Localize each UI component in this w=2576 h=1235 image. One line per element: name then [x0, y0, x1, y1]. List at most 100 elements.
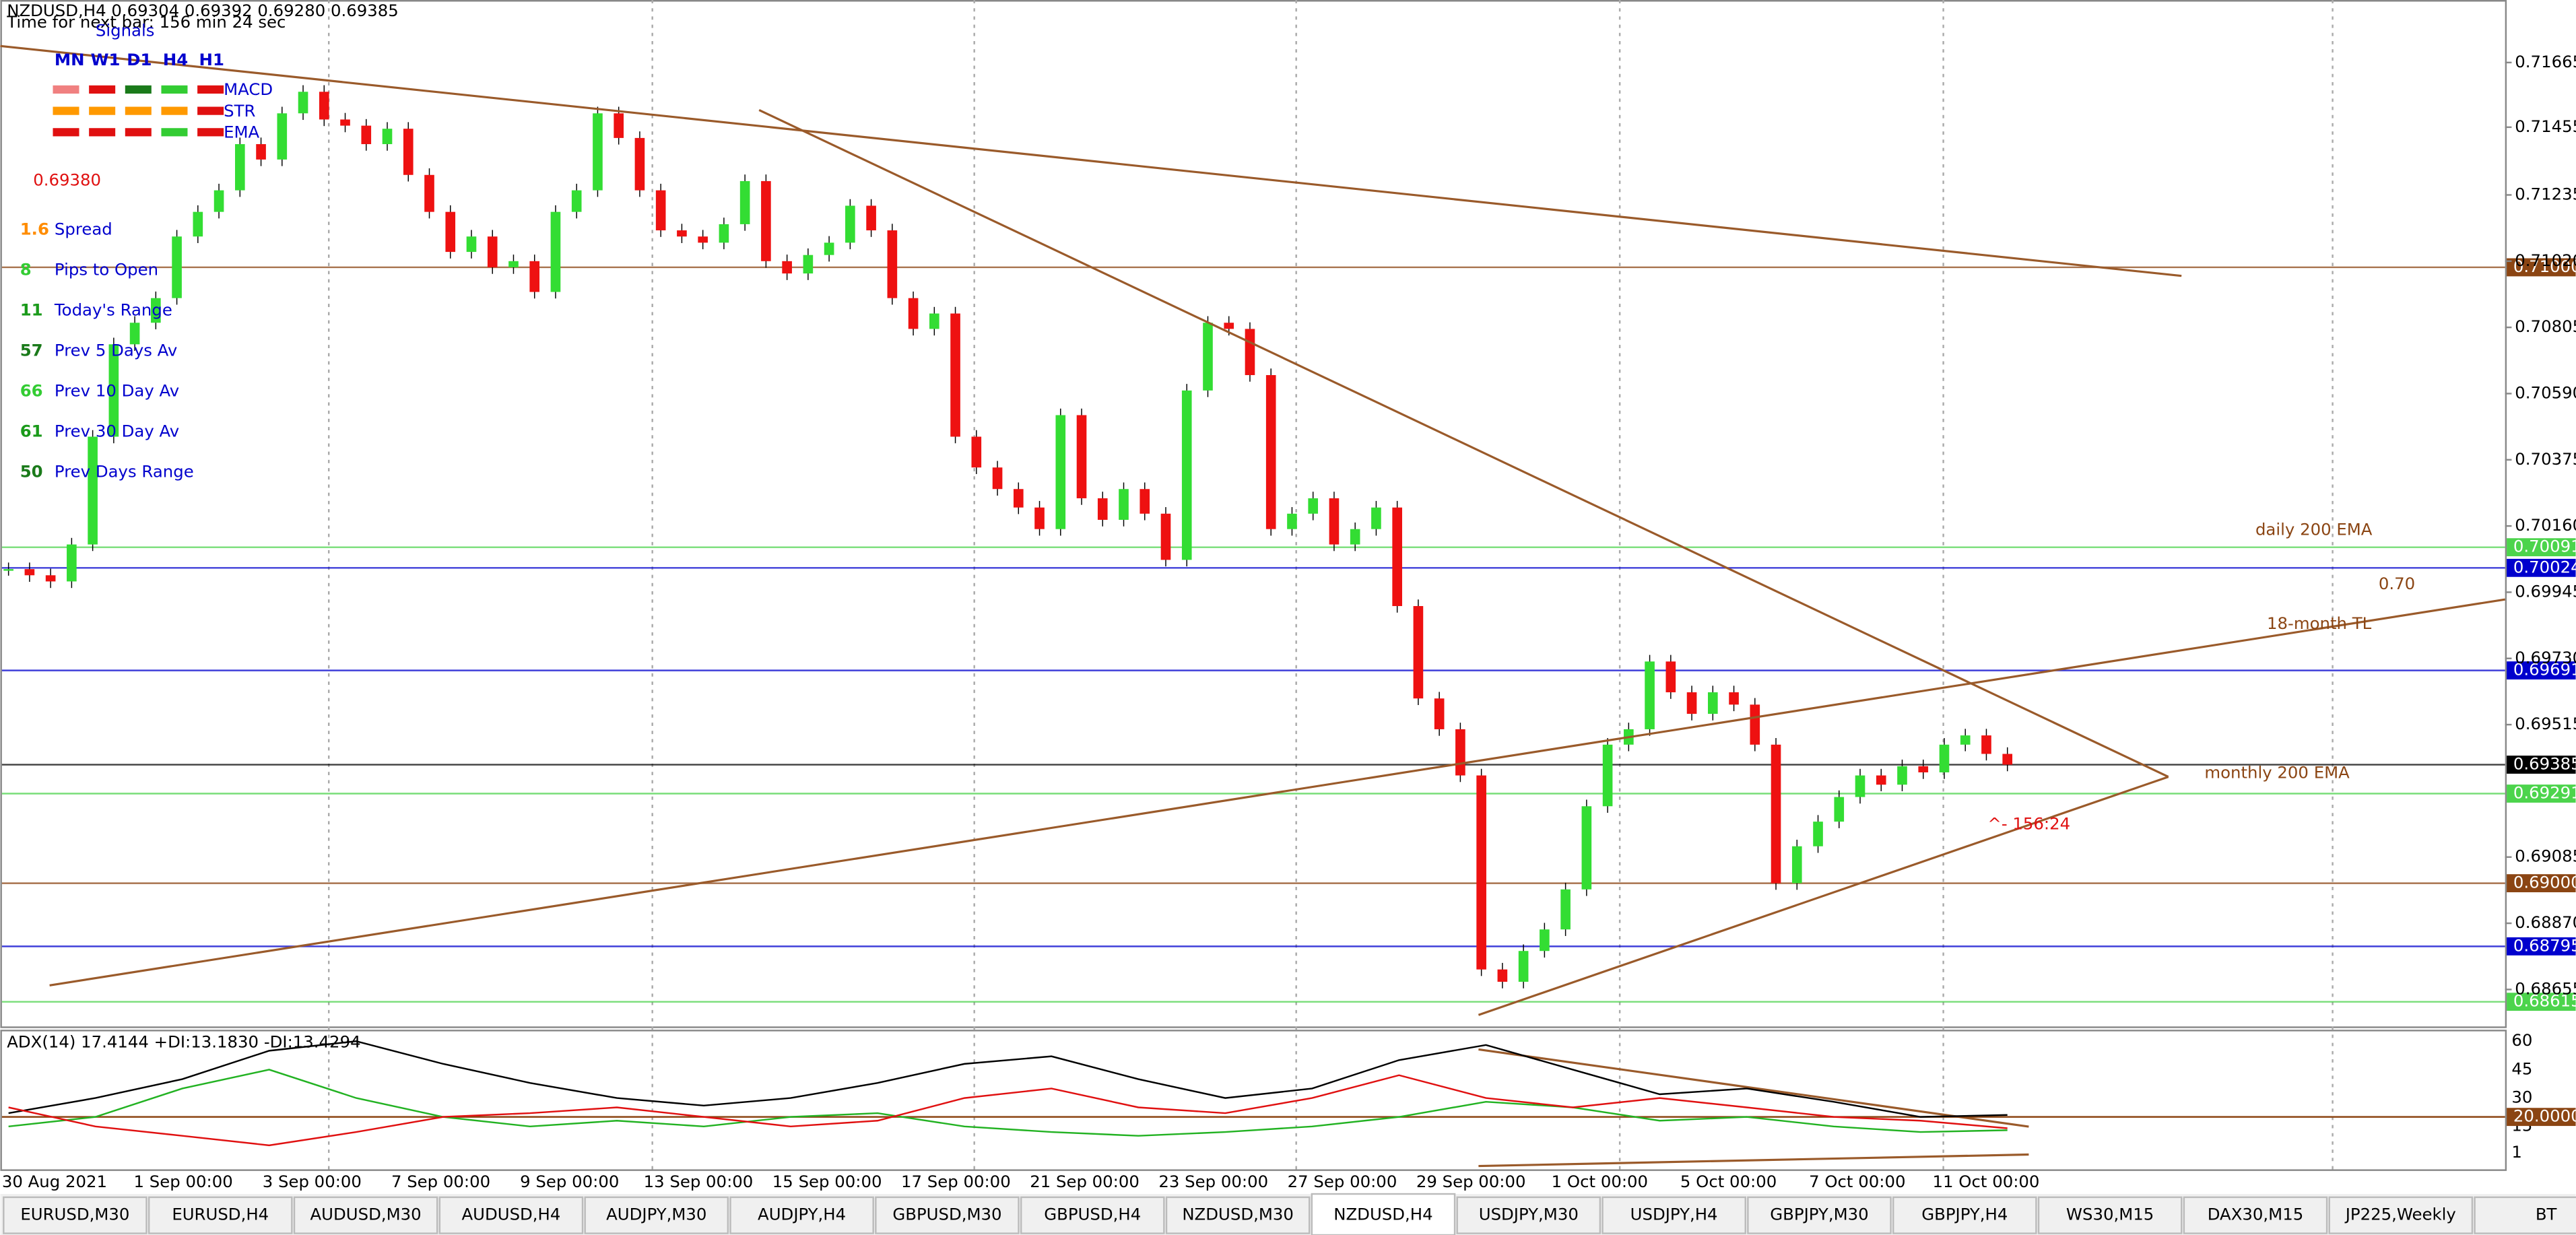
candle — [1560, 889, 1571, 930]
candle — [1119, 489, 1129, 520]
tab[interactable] — [3, 1196, 147, 1234]
candle — [382, 129, 393, 145]
tab-label[interactable]: GBPJPY,M30 — [1770, 1205, 1868, 1224]
candle — [1140, 489, 1150, 514]
candle — [1181, 390, 1192, 560]
tab-label[interactable]: DAX30,M15 — [2208, 1205, 2304, 1224]
candle — [1918, 766, 1929, 772]
level-tag — [2507, 661, 2576, 680]
tab[interactable] — [293, 1196, 438, 1234]
annotation: ^- 156:24 — [1987, 813, 2070, 833]
tab[interactable] — [2037, 1196, 2183, 1234]
adx-tick-label: 45 — [2511, 1059, 2532, 1078]
level-tag — [2507, 538, 2576, 557]
candle — [1371, 507, 1381, 529]
candle — [593, 113, 603, 191]
candle — [1455, 729, 1465, 776]
candle — [866, 205, 876, 231]
candle — [698, 236, 708, 243]
candle — [1771, 744, 1781, 883]
tab-label[interactable]: USDJPY,M30 — [1479, 1205, 1579, 1224]
candle — [129, 323, 140, 345]
adx-level-label: 20.0000 — [2513, 1106, 2576, 1126]
adx-line — [8, 1069, 2008, 1137]
candle — [1245, 329, 1255, 376]
candle — [3, 569, 13, 571]
tab[interactable] — [2328, 1196, 2474, 1234]
signals-title: Signals — [96, 20, 155, 40]
candle — [361, 125, 372, 145]
candle — [1750, 704, 1760, 745]
y-tick-label: 0.71455 — [2515, 116, 2576, 136]
x-tick-label: 29 Sep 00:00 — [1416, 1172, 1526, 1191]
candle — [929, 313, 939, 329]
x-tick-label: 13 Sep 00:00 — [644, 1172, 754, 1191]
candle — [445, 211, 456, 253]
candle — [1329, 498, 1340, 545]
level-label: 0.69000 — [2513, 873, 2576, 892]
tab-label[interactable]: GBPUSD,H4 — [1044, 1205, 1141, 1224]
tab-label[interactable]: NZDUSD,H4 — [1333, 1205, 1432, 1224]
tab-label[interactable]: NZDUSD,M30 — [1182, 1205, 1294, 1224]
tab-label[interactable]: EURUSD,H4 — [172, 1205, 269, 1224]
y-tick-label: 0.69085 — [2515, 846, 2576, 866]
tab-label[interactable]: WS30,M15 — [2066, 1205, 2154, 1224]
tab-label[interactable]: EURUSD,M30 — [20, 1205, 129, 1224]
candle — [45, 575, 56, 582]
candle — [719, 224, 729, 243]
tab[interactable] — [1456, 1196, 1601, 1234]
signal-cell — [197, 106, 224, 115]
tab[interactable] — [1747, 1196, 1892, 1234]
candle — [655, 190, 666, 231]
tab-label[interactable]: USDJPY,H4 — [1630, 1205, 1718, 1224]
candle — [1813, 822, 1823, 846]
tab[interactable] — [1020, 1196, 1165, 1234]
x-tick-label: 21 Sep 00:00 — [1030, 1172, 1140, 1191]
tab[interactable] — [2183, 1196, 2328, 1234]
annotation: 18-month TL — [2267, 613, 2372, 633]
tab-label[interactable]: AUDUSD,M30 — [310, 1205, 422, 1224]
candle — [1729, 692, 1739, 705]
tab-label[interactable]: BT — [2536, 1205, 2557, 1224]
tab-label[interactable]: AUDJPY,M30 — [606, 1205, 706, 1224]
candle — [2002, 754, 2013, 765]
adx-tick-label: 30 — [2511, 1088, 2532, 1107]
candle — [1897, 766, 1907, 785]
level-tag — [2507, 874, 2576, 893]
tab[interactable] — [147, 1196, 293, 1234]
x-tick-label: 9 Sep 00:00 — [520, 1172, 619, 1191]
level-tag — [2507, 558, 2576, 577]
tab[interactable] — [1165, 1196, 1311, 1234]
tab[interactable] — [2474, 1196, 2576, 1234]
level-label: 0.71000 — [2513, 257, 2576, 276]
info-value: 61 — [20, 421, 43, 440]
tab-label[interactable]: GBPUSD,M30 — [892, 1205, 1001, 1224]
candle — [67, 544, 77, 582]
tab-label[interactable]: AUDUSD,H4 — [461, 1205, 560, 1224]
x-tick-label: 5 Oct 00:00 — [1680, 1172, 1777, 1191]
tab-label[interactable]: GBPJPY,H4 — [1921, 1205, 2008, 1224]
level-label: 0.68615 — [2513, 991, 2576, 1011]
tab[interactable] — [1311, 1193, 1456, 1235]
tab[interactable] — [1601, 1196, 1746, 1234]
tab[interactable] — [438, 1196, 584, 1234]
tab[interactable] — [1892, 1196, 2037, 1234]
tab-label[interactable]: JP225,Weekly — [2344, 1205, 2456, 1224]
grid-verticals — [328, 0, 2334, 1170]
tab[interactable] — [584, 1196, 729, 1234]
y-tick-label: 0.71235 — [2515, 184, 2576, 203]
info-value: 11 — [20, 300, 43, 319]
candle — [1076, 415, 1087, 498]
y-tick-label: 0.68655 — [2515, 978, 2576, 998]
x-tick-label: 11 Oct 00:00 — [1933, 1172, 2040, 1191]
candle — [1160, 513, 1171, 560]
tab[interactable] — [875, 1196, 1020, 1234]
x-tick-label: 1 Oct 00:00 — [1552, 1172, 1648, 1191]
signal-cell — [125, 128, 152, 137]
info-label: Prev 5 Days Av — [55, 340, 177, 360]
candle — [1581, 806, 1592, 890]
tab-label[interactable]: AUDJPY,H4 — [758, 1205, 846, 1224]
tab[interactable] — [729, 1196, 874, 1234]
